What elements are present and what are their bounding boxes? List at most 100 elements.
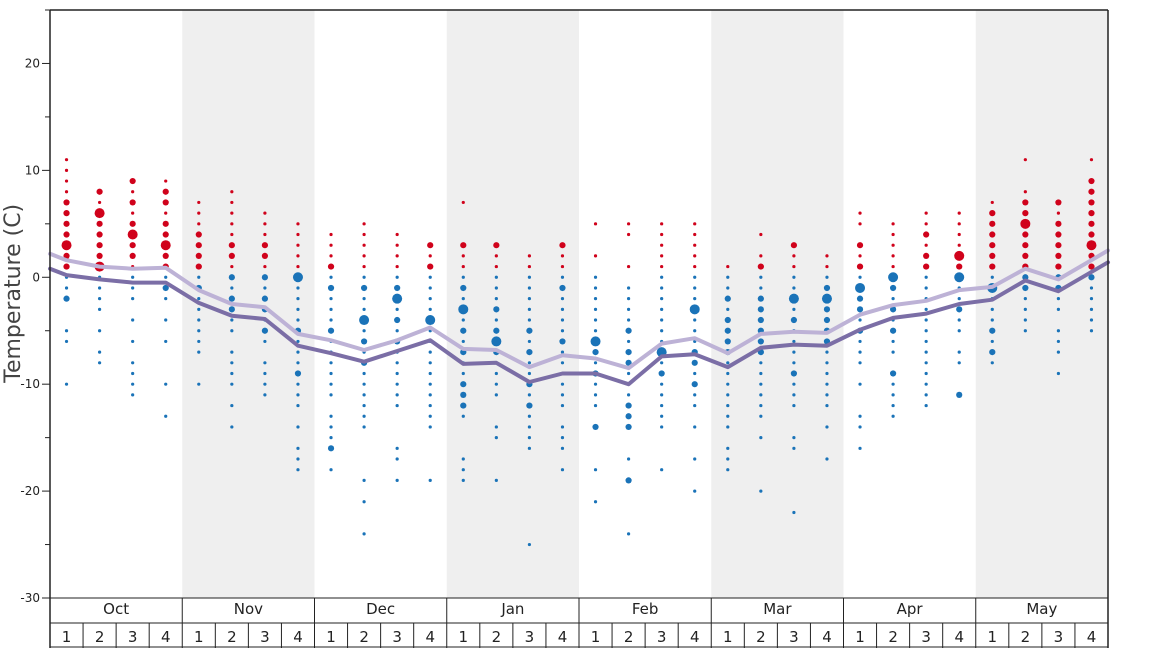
temperature-point (129, 220, 136, 227)
temperature-point (527, 339, 532, 344)
temperature-point (64, 329, 69, 333)
temperature-point (230, 403, 234, 408)
temperature-point (460, 391, 467, 398)
temperature-point (1086, 240, 1097, 251)
temperature-point (362, 232, 366, 237)
temperature-point (296, 457, 300, 461)
temperature-point (593, 307, 598, 311)
temperature-point (395, 403, 399, 408)
week-label: 4 (822, 628, 832, 646)
temperature-point (726, 307, 730, 311)
temperature-point (230, 232, 234, 237)
temperature-point (858, 339, 862, 344)
temperature-point (560, 264, 565, 269)
temperature-point (724, 338, 731, 345)
temperature-point (660, 307, 664, 311)
temperature-point (493, 242, 500, 249)
temperature-point (395, 329, 399, 333)
temperature-point (428, 425, 432, 429)
temperature-point (1023, 307, 1027, 311)
temperature-point (660, 361, 664, 365)
temperature-point (162, 231, 169, 238)
temperature-point (560, 329, 565, 333)
month-shade-mar (711, 10, 844, 598)
temperature-point (1089, 329, 1094, 333)
temperature-point (660, 232, 664, 237)
temperature-point (461, 297, 465, 301)
temperature-point (97, 350, 102, 354)
temperature-point (1023, 318, 1027, 322)
temperature-point (660, 329, 664, 333)
temperature-point (362, 275, 366, 279)
temperature-point (261, 242, 269, 249)
temperature-point (461, 275, 465, 279)
temperature-point (61, 240, 72, 251)
dark-average-line (48, 260, 1110, 387)
temperature-point (924, 393, 928, 397)
temperature-point (1088, 210, 1095, 217)
temperature-point (660, 468, 664, 472)
temperature-point (1022, 231, 1029, 238)
temperature-point (494, 436, 498, 440)
temperature-point (560, 382, 565, 386)
week-label: 2 (227, 628, 237, 646)
temperature-point (924, 222, 928, 226)
temperature-point (757, 338, 764, 345)
temperature-point (296, 403, 300, 408)
temperature-point (689, 304, 700, 315)
temperature-point (527, 297, 532, 301)
temperature-point (97, 329, 102, 333)
temperature-point (956, 391, 963, 398)
temperature-point (329, 243, 333, 247)
temperature-point (230, 286, 234, 290)
month-label-apr: Apr (897, 600, 924, 618)
temperature-points (61, 158, 1097, 547)
temperature-point (759, 286, 763, 290)
temperature-point (560, 254, 565, 258)
temperature-point (527, 318, 532, 322)
temperature-point (1055, 252, 1062, 259)
temperature-point (1020, 218, 1031, 229)
temperature-point (792, 436, 796, 440)
temperature-point (96, 252, 103, 259)
temperature-point (527, 436, 532, 440)
y-tick-label: 10 (25, 163, 40, 177)
temperature-point (693, 264, 697, 269)
temperature-point (97, 200, 102, 205)
temperature-point (560, 318, 565, 322)
temperature-point (395, 243, 399, 247)
temperature-point (296, 393, 300, 397)
temperature-point (296, 339, 300, 344)
temperature-point (362, 307, 366, 311)
week-label: 3 (657, 628, 667, 646)
temperature-point (724, 316, 731, 324)
temperature-point (527, 286, 532, 290)
temperature-point (924, 350, 928, 354)
temperature-point (230, 382, 234, 386)
temperature-point (428, 414, 432, 418)
temperature-point (164, 414, 168, 418)
temperature-point (757, 316, 764, 324)
temperature-point (724, 295, 731, 302)
temperature-point (658, 370, 665, 377)
week-label: 1 (988, 628, 998, 646)
temperature-point (1056, 350, 1061, 354)
temperature-point (197, 307, 201, 311)
temperature-point (593, 403, 598, 408)
temperature-point (494, 286, 498, 290)
temperature-point (63, 199, 70, 206)
temperature-point (527, 307, 532, 311)
temperature-point (1055, 199, 1062, 206)
temperature-point (626, 457, 631, 461)
temperature-point (63, 252, 70, 259)
temperature-point (428, 361, 432, 365)
temperature-point (924, 371, 928, 376)
temperature-point (292, 272, 303, 283)
temperature-point (131, 297, 135, 301)
temperature-point (362, 254, 366, 258)
week-label: 3 (260, 628, 270, 646)
temperature-point (228, 242, 235, 249)
week-label: 3 (128, 628, 138, 646)
temperature-point (395, 457, 399, 461)
temperature-point (493, 306, 500, 313)
